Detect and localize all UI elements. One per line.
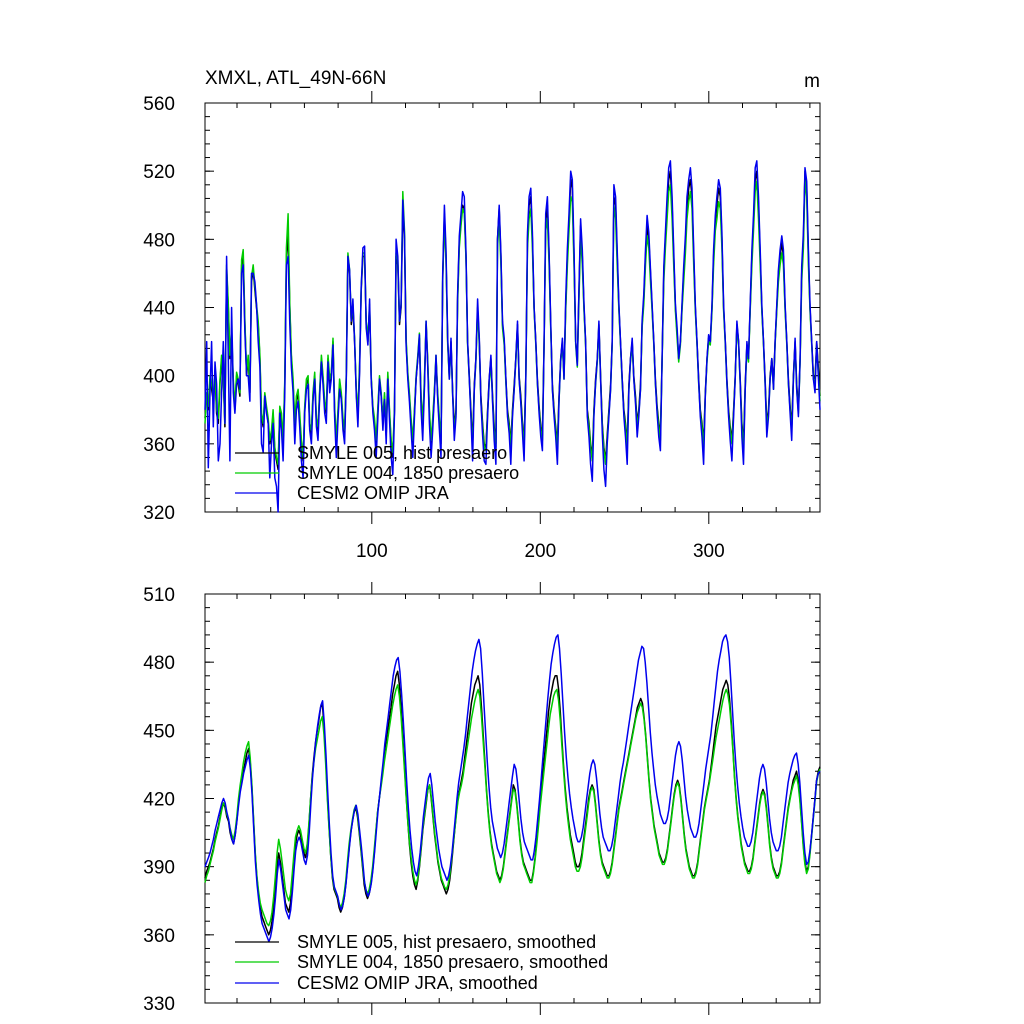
x-tick-label: 200 xyxy=(524,541,556,562)
x-tick-label: 300 xyxy=(693,541,725,562)
y-tick-label: 400 xyxy=(143,367,175,388)
panel-bottom: 330 360 390 420 450 480 510 SMYLE 005, hist pr… xyxy=(143,582,821,1015)
legend-label-omip-smoothed: CESM2 OMIP JRA, smoothed xyxy=(297,973,538,993)
chart-title: XMXL, ATL_49N-66N xyxy=(205,68,386,89)
legend-top: SMYLE 005, hist presaero SMYLE 004, 1850… xyxy=(235,443,519,503)
panel-top: XMXL, ATL_49N-66N m 320 360 400 440 480 520 56… xyxy=(143,68,821,562)
y-tick-label: 480 xyxy=(143,230,175,251)
series-line-1 xyxy=(204,684,821,927)
y-tick-label: 450 xyxy=(143,721,175,742)
y-tick-label: 520 xyxy=(143,162,175,183)
y-tick-label: 320 xyxy=(143,503,175,524)
units-label: m xyxy=(804,71,820,92)
y-tick-label: 480 xyxy=(143,653,175,674)
y-tick-label: 510 xyxy=(143,585,175,606)
y-tick-label: 560 xyxy=(143,94,175,115)
y-tick-label: 440 xyxy=(143,299,175,320)
y-tick-label: 360 xyxy=(143,435,175,456)
series-line-2 xyxy=(204,634,821,943)
legend-bottom: SMYLE 005, hist presaero, smoothed SMYLE… xyxy=(235,932,608,993)
legend-label-smyle004-smoothed: SMYLE 004, 1850 presaero, smoothed xyxy=(297,952,608,972)
legend-label-smyle005: SMYLE 005, hist presaero xyxy=(297,443,507,463)
legend-label-smyle005-smoothed: SMYLE 005, hist presaero, smoothed xyxy=(297,932,596,952)
y-tick-label: 360 xyxy=(143,926,175,947)
legend-label-smyle004: SMYLE 004, 1850 presaero xyxy=(297,463,519,483)
series-line-0 xyxy=(204,670,821,936)
y-tick-label: 420 xyxy=(143,790,175,811)
y-tick-label: 330 xyxy=(143,994,175,1015)
legend-label-omip: CESM2 OMIP JRA xyxy=(297,483,449,503)
x-tick-label: 100 xyxy=(356,541,388,562)
y-tick-label: 390 xyxy=(143,858,175,879)
series-line-2 xyxy=(204,160,821,513)
